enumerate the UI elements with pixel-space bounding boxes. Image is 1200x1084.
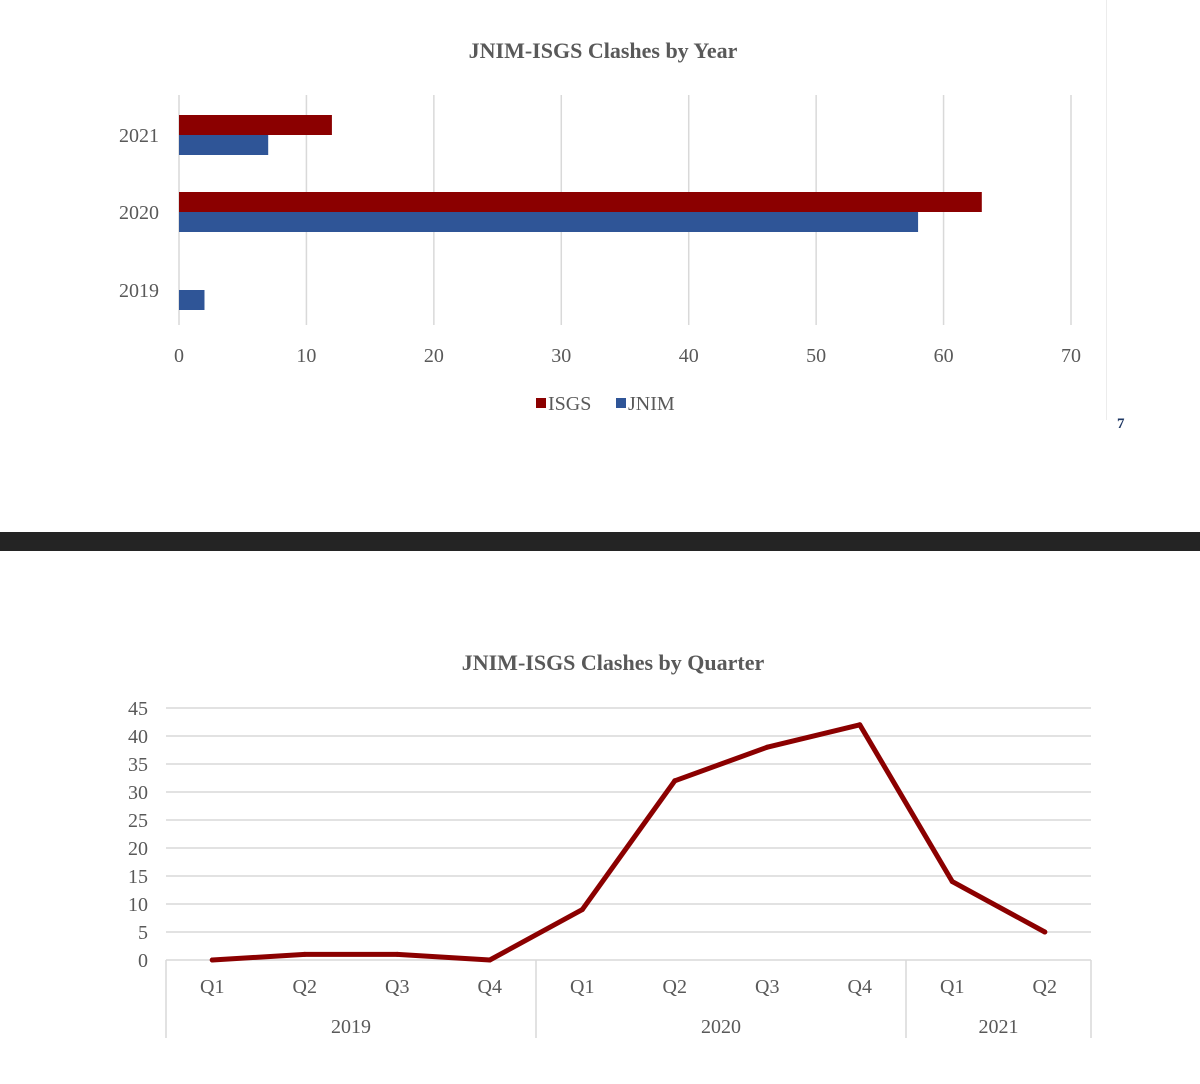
legend-label: JNIM bbox=[628, 393, 675, 415]
top-chart-panel: JNIM-ISGS Clashes by Year 2021 2020 2019 0… bbox=[0, 0, 1200, 532]
y-tick-label: 30 bbox=[128, 782, 148, 804]
legend-label: ISGS bbox=[548, 393, 591, 415]
y-category-label: 2021 bbox=[119, 125, 159, 147]
x-tick-label: 0 bbox=[174, 345, 184, 367]
x-group-label: 2021 bbox=[979, 1016, 1019, 1038]
bar-isgs-2021 bbox=[179, 115, 332, 135]
y-tick-label: 5 bbox=[138, 922, 148, 944]
x-tick-label: 30 bbox=[551, 345, 571, 367]
y-category-label: 2019 bbox=[119, 280, 159, 302]
panel-edge-line bbox=[1106, 0, 1107, 420]
y-tick-label: 45 bbox=[128, 698, 148, 720]
y-category-label: 2020 bbox=[119, 202, 159, 224]
x-tick-label: Q2 bbox=[663, 976, 687, 998]
bottom-chart-panel: JNIM-ISGS Clashes by Quarter 0 5 10 15 20 25 3… bbox=[0, 551, 1200, 1079]
bar-chart-legend: ISGS JNIM bbox=[536, 393, 675, 415]
data-point bbox=[672, 778, 678, 784]
x-tick-label: Q1 bbox=[940, 976, 964, 998]
bar-jnim-2019 bbox=[179, 290, 205, 310]
x-group-label: 2019 bbox=[331, 1016, 371, 1038]
data-point bbox=[857, 722, 863, 728]
bar-jnim-2021 bbox=[179, 135, 269, 155]
data-point bbox=[579, 907, 585, 913]
y-tick-label: 25 bbox=[128, 810, 148, 832]
legend-swatch bbox=[616, 398, 626, 408]
line-chart-title: JNIM-ISGS Clashes by Quarter bbox=[462, 650, 765, 675]
x-tick-label: Q2 bbox=[1033, 976, 1057, 998]
x-tick-label: Q1 bbox=[570, 976, 594, 998]
bar-jnim-2020 bbox=[179, 212, 919, 232]
bar-chart-clashes-by-year: JNIM-ISGS Clashes by Year 2021 2020 2019 0… bbox=[119, 38, 1081, 415]
bar-isgs-2020 bbox=[179, 192, 982, 212]
data-point bbox=[487, 957, 493, 963]
x-tick-label: 60 bbox=[934, 345, 954, 367]
bar-chart-title: JNIM-ISGS Clashes by Year bbox=[469, 38, 738, 63]
x-tick-label: Q3 bbox=[385, 976, 409, 998]
x-tick-label: Q1 bbox=[200, 976, 224, 998]
data-point bbox=[764, 744, 770, 750]
series-line-clashes bbox=[209, 722, 1048, 963]
x-tick-label: Q4 bbox=[848, 976, 872, 998]
y-tick-label: 40 bbox=[128, 726, 148, 748]
y-tick-label: 35 bbox=[128, 754, 148, 776]
line-chart-clashes-by-quarter: JNIM-ISGS Clashes by Quarter 0 5 10 15 20 25 3… bbox=[128, 650, 1092, 1038]
y-tick-label: 15 bbox=[128, 866, 148, 888]
x-tick-label: Q4 bbox=[478, 976, 502, 998]
x-tick-label: Q2 bbox=[293, 976, 317, 998]
x-tick-label: 70 bbox=[1061, 345, 1081, 367]
page-number: 7 bbox=[1117, 416, 1125, 432]
y-tick-label: 20 bbox=[128, 838, 148, 860]
data-point bbox=[209, 957, 215, 963]
x-tick-label: Q3 bbox=[755, 976, 779, 998]
divider-bar bbox=[0, 532, 1200, 551]
data-point bbox=[302, 951, 308, 957]
x-tick-label: 50 bbox=[806, 345, 826, 367]
x-group-label: 2020 bbox=[701, 1016, 741, 1038]
data-point bbox=[949, 879, 955, 885]
x-tick-label: 10 bbox=[296, 345, 316, 367]
x-tick-label: 40 bbox=[679, 345, 699, 367]
x-tick-label: 20 bbox=[424, 345, 444, 367]
y-tick-label: 10 bbox=[128, 894, 148, 916]
data-point bbox=[394, 951, 400, 957]
data-point bbox=[1042, 929, 1048, 935]
y-tick-label: 0 bbox=[138, 950, 148, 972]
legend-swatch bbox=[536, 398, 546, 408]
